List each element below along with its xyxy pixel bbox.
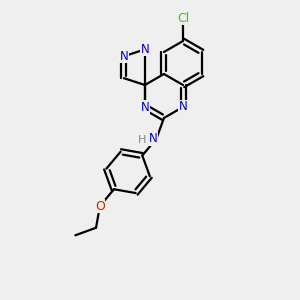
Text: Cl: Cl [177,11,189,25]
Text: N: N [149,132,158,145]
Text: N: N [140,100,149,113]
Text: O: O [95,200,105,213]
Text: N: N [120,50,128,63]
Text: H: H [138,135,147,145]
Text: N: N [140,43,149,56]
Text: N: N [178,100,188,113]
